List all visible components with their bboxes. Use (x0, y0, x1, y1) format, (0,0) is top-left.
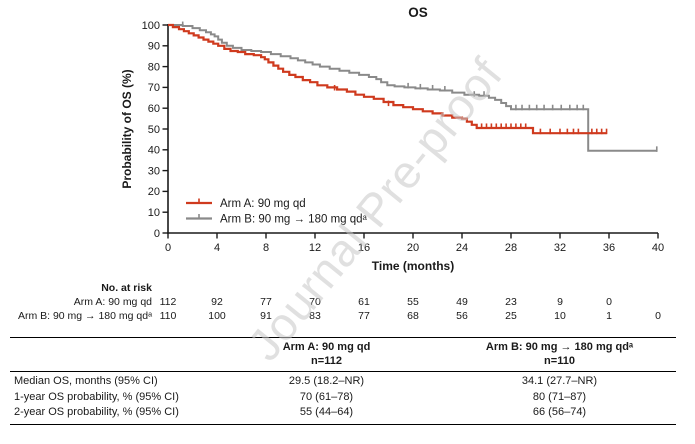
at-risk-count: 70 (309, 296, 321, 308)
summary-header-arm-b: Arm B: 90 mg → 180 mg qdᵃ n=110 (443, 341, 676, 368)
x-tick-label: 40 (652, 242, 664, 254)
y-tick-label: 30 (148, 165, 160, 177)
at-risk-label-arm-b: Arm B: 90 mg → 180 mg qdᵃ (18, 310, 152, 322)
at-risk-count: 56 (456, 310, 468, 322)
at-risk-count: 92 (211, 296, 223, 308)
at-risk-count: 110 (160, 310, 177, 322)
arm-b-column-title: Arm B: 90 mg → 180 mg qdᵃ (485, 341, 634, 353)
summary-row-label-2yr: 2-year OS probability, % (95% CI) (14, 406, 179, 418)
at-risk-count: 83 (309, 310, 321, 322)
km-curve-arm-a (168, 23, 607, 135)
at-risk-count: 100 (208, 310, 226, 322)
at-risk-count: 55 (407, 296, 419, 308)
summary-1yr-arm-b: 80 (71–87) (532, 390, 587, 403)
km-curve-arm-b (168, 24, 657, 152)
x-tick-label: 12 (309, 242, 321, 254)
summary-row-label-median: Median OS, months (95% CI) (14, 375, 158, 387)
plot-title: OS (408, 5, 428, 20)
y-tick-label: 20 (148, 186, 160, 198)
at-risk-count: 1 (606, 310, 612, 322)
x-tick-label: 8 (263, 242, 269, 254)
table-row: Median OS, months (95% CI) 29.5 (18.2–NR… (10, 374, 676, 390)
arm-a-column-title: Arm A: 90 mg qd (282, 341, 371, 353)
summary-table-body: Median OS, months (95% CI) 29.5 (18.2–NR… (10, 372, 676, 424)
legend-label-arm-a: Arm A: 90 mg qd (220, 198, 306, 210)
y-tick-label: 40 (148, 145, 160, 157)
y-tick-label: 0 (154, 228, 160, 240)
summary-row-label-1yr: 1-year OS probability, % (95% CI) (14, 390, 179, 403)
at-risk-count: 0 (655, 310, 661, 322)
at-risk-count: 112 (160, 296, 177, 308)
at-risk-count: 10 (554, 310, 566, 322)
at-risk-label-arm-a: Arm A: 90 mg qd (74, 296, 152, 308)
x-tick-label: 28 (505, 242, 517, 254)
x-tick-label: 36 (603, 242, 615, 254)
x-tick-label: 16 (358, 242, 370, 254)
y-tick-label: 10 (148, 207, 160, 219)
y-tick-label: 70 (148, 82, 160, 94)
x-tick-label: 32 (554, 242, 566, 254)
at-risk-count: 25 (505, 310, 517, 322)
y-tick-label: 60 (148, 103, 160, 115)
at-risk-count: 0 (606, 296, 612, 308)
summary-header-empty-cell (10, 341, 210, 368)
os-summary-table: Arm A: 90 mg qd n=112 Arm B: 90 mg → 180… (10, 337, 676, 425)
at-risk-count: 49 (456, 296, 468, 308)
legend-label-arm-b: Arm B: 90 mg → 180 mg qdᵃ (220, 214, 368, 226)
at-risk-count: 91 (260, 310, 272, 322)
y-tick-label: 100 (142, 20, 160, 32)
at-risk-count: 61 (358, 296, 370, 308)
summary-2yr-arm-b: 66 (56–74) (532, 406, 587, 418)
x-tick-label: 0 (165, 242, 171, 254)
at-risk-count: 68 (407, 310, 419, 322)
summary-median-arm-a: 29.5 (18.2–NR) (288, 375, 365, 387)
x-tick-label: 24 (456, 242, 468, 254)
y-tick-label: 50 (148, 124, 160, 136)
x-axis-label: Time (months) (372, 259, 454, 273)
x-tick-label: 4 (214, 242, 220, 254)
at-risk-count: 23 (505, 296, 517, 308)
table-row: 2-year OS probability, % (95% CI) 55 (44… (10, 405, 676, 421)
at-risk-count: 77 (358, 310, 370, 322)
summary-2yr-arm-a: 55 (44–64) (299, 406, 354, 418)
at-risk-count: 77 (260, 296, 272, 308)
at-risk-count: 9 (557, 296, 563, 308)
arm-a-column-n: n=112 (311, 354, 342, 367)
y-tick-label: 90 (148, 41, 160, 53)
summary-1yr-arm-a: 70 (61–78) (299, 390, 354, 403)
summary-table-header: Arm A: 90 mg qd n=112 Arm B: 90 mg → 180… (10, 338, 676, 372)
x-tick-label: 20 (407, 242, 419, 254)
figure-canvas: { "figure": { "watermark": "Journal Pre-… (10, 5, 676, 425)
table-row: 1-year OS probability, % (95% CI) 70 (61… (10, 390, 676, 406)
summary-header-arm-a: Arm A: 90 mg qd n=112 (210, 341, 443, 368)
at-risk-header: No. at risk (101, 282, 152, 294)
arm-b-column-n: n=110 (544, 354, 575, 367)
y-axis-label: Probability of OS (%) (120, 69, 134, 188)
y-tick-label: 80 (148, 61, 160, 73)
summary-median-arm-b: 34.1 (27.7–NR) (521, 375, 598, 387)
